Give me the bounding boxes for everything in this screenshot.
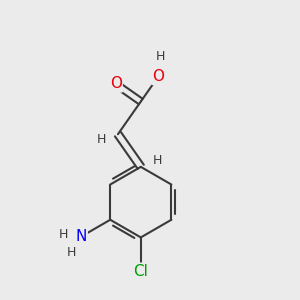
Text: H: H bbox=[153, 154, 162, 166]
Text: H: H bbox=[156, 50, 166, 63]
Text: H: H bbox=[67, 246, 76, 259]
Text: H: H bbox=[96, 133, 106, 146]
Text: N: N bbox=[75, 229, 87, 244]
Text: H: H bbox=[58, 228, 68, 241]
Text: Cl: Cl bbox=[134, 264, 148, 279]
Text: O: O bbox=[152, 69, 164, 84]
Text: O: O bbox=[110, 76, 122, 92]
